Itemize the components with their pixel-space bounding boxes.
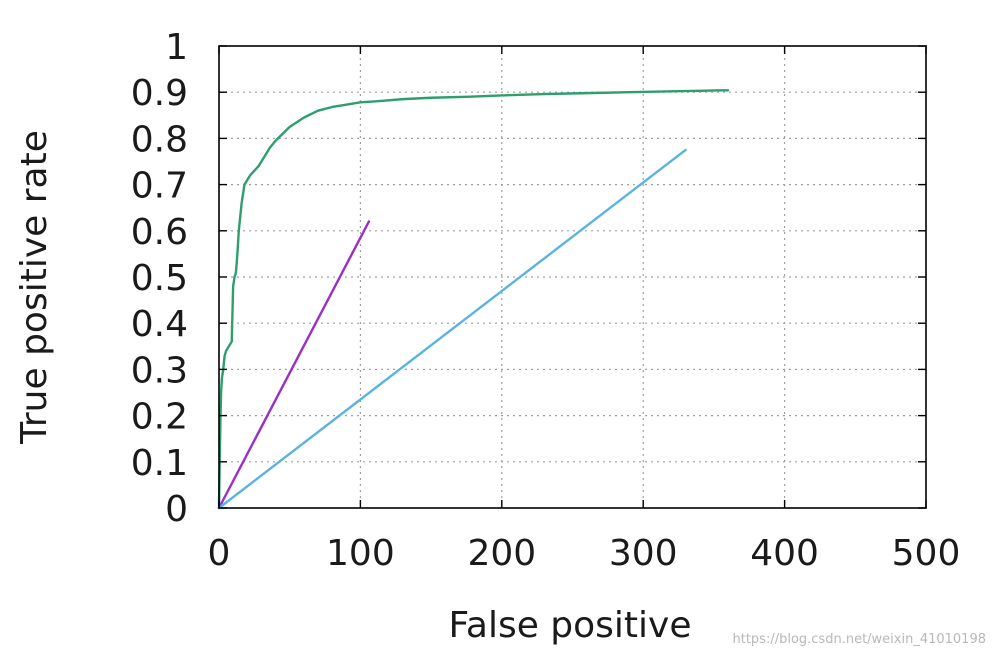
- y-tick-label: 0.8: [131, 119, 188, 160]
- series-group: [217, 89, 730, 510]
- y-axis-ticks: 0 0.1 0.2 0.3 0.4 0.5 0.6 0.7 0.8 0.9 1: [131, 27, 926, 530]
- y-tick-label: 0.5: [131, 258, 188, 299]
- x-tick-label: 100: [326, 533, 395, 574]
- y-tick-label: 0.1: [131, 443, 188, 484]
- y-tick-label: 0.7: [131, 166, 188, 207]
- y-tick-label: 1: [165, 27, 188, 68]
- y-tick-label: 0: [165, 489, 188, 530]
- series-line-1: [217, 89, 730, 510]
- grid: [219, 46, 926, 508]
- y-tick-label: 0.4: [131, 304, 188, 345]
- x-tick-label: 500: [892, 533, 961, 574]
- y-tick-label: 0.6: [131, 212, 188, 253]
- y-tick-label: 0.2: [131, 397, 188, 438]
- series-line-3: [217, 148, 687, 510]
- x-tick-label: 0: [208, 533, 231, 574]
- x-axis-ticks: 0 100 200 300 400 500: [208, 46, 961, 574]
- series-line-2: [217, 220, 371, 510]
- y-tick-label: 0.9: [131, 73, 188, 114]
- x-tick-label: 200: [467, 533, 536, 574]
- x-tick-label: 400: [750, 533, 819, 574]
- watermark-text: https://blog.csdn.net/weixin_41010198: [732, 632, 986, 647]
- x-tick-label: 300: [609, 533, 678, 574]
- y-tick-label: 0.3: [131, 350, 188, 391]
- x-axis-title: False positive: [448, 605, 691, 646]
- y-axis-title: True positive rate: [14, 130, 55, 445]
